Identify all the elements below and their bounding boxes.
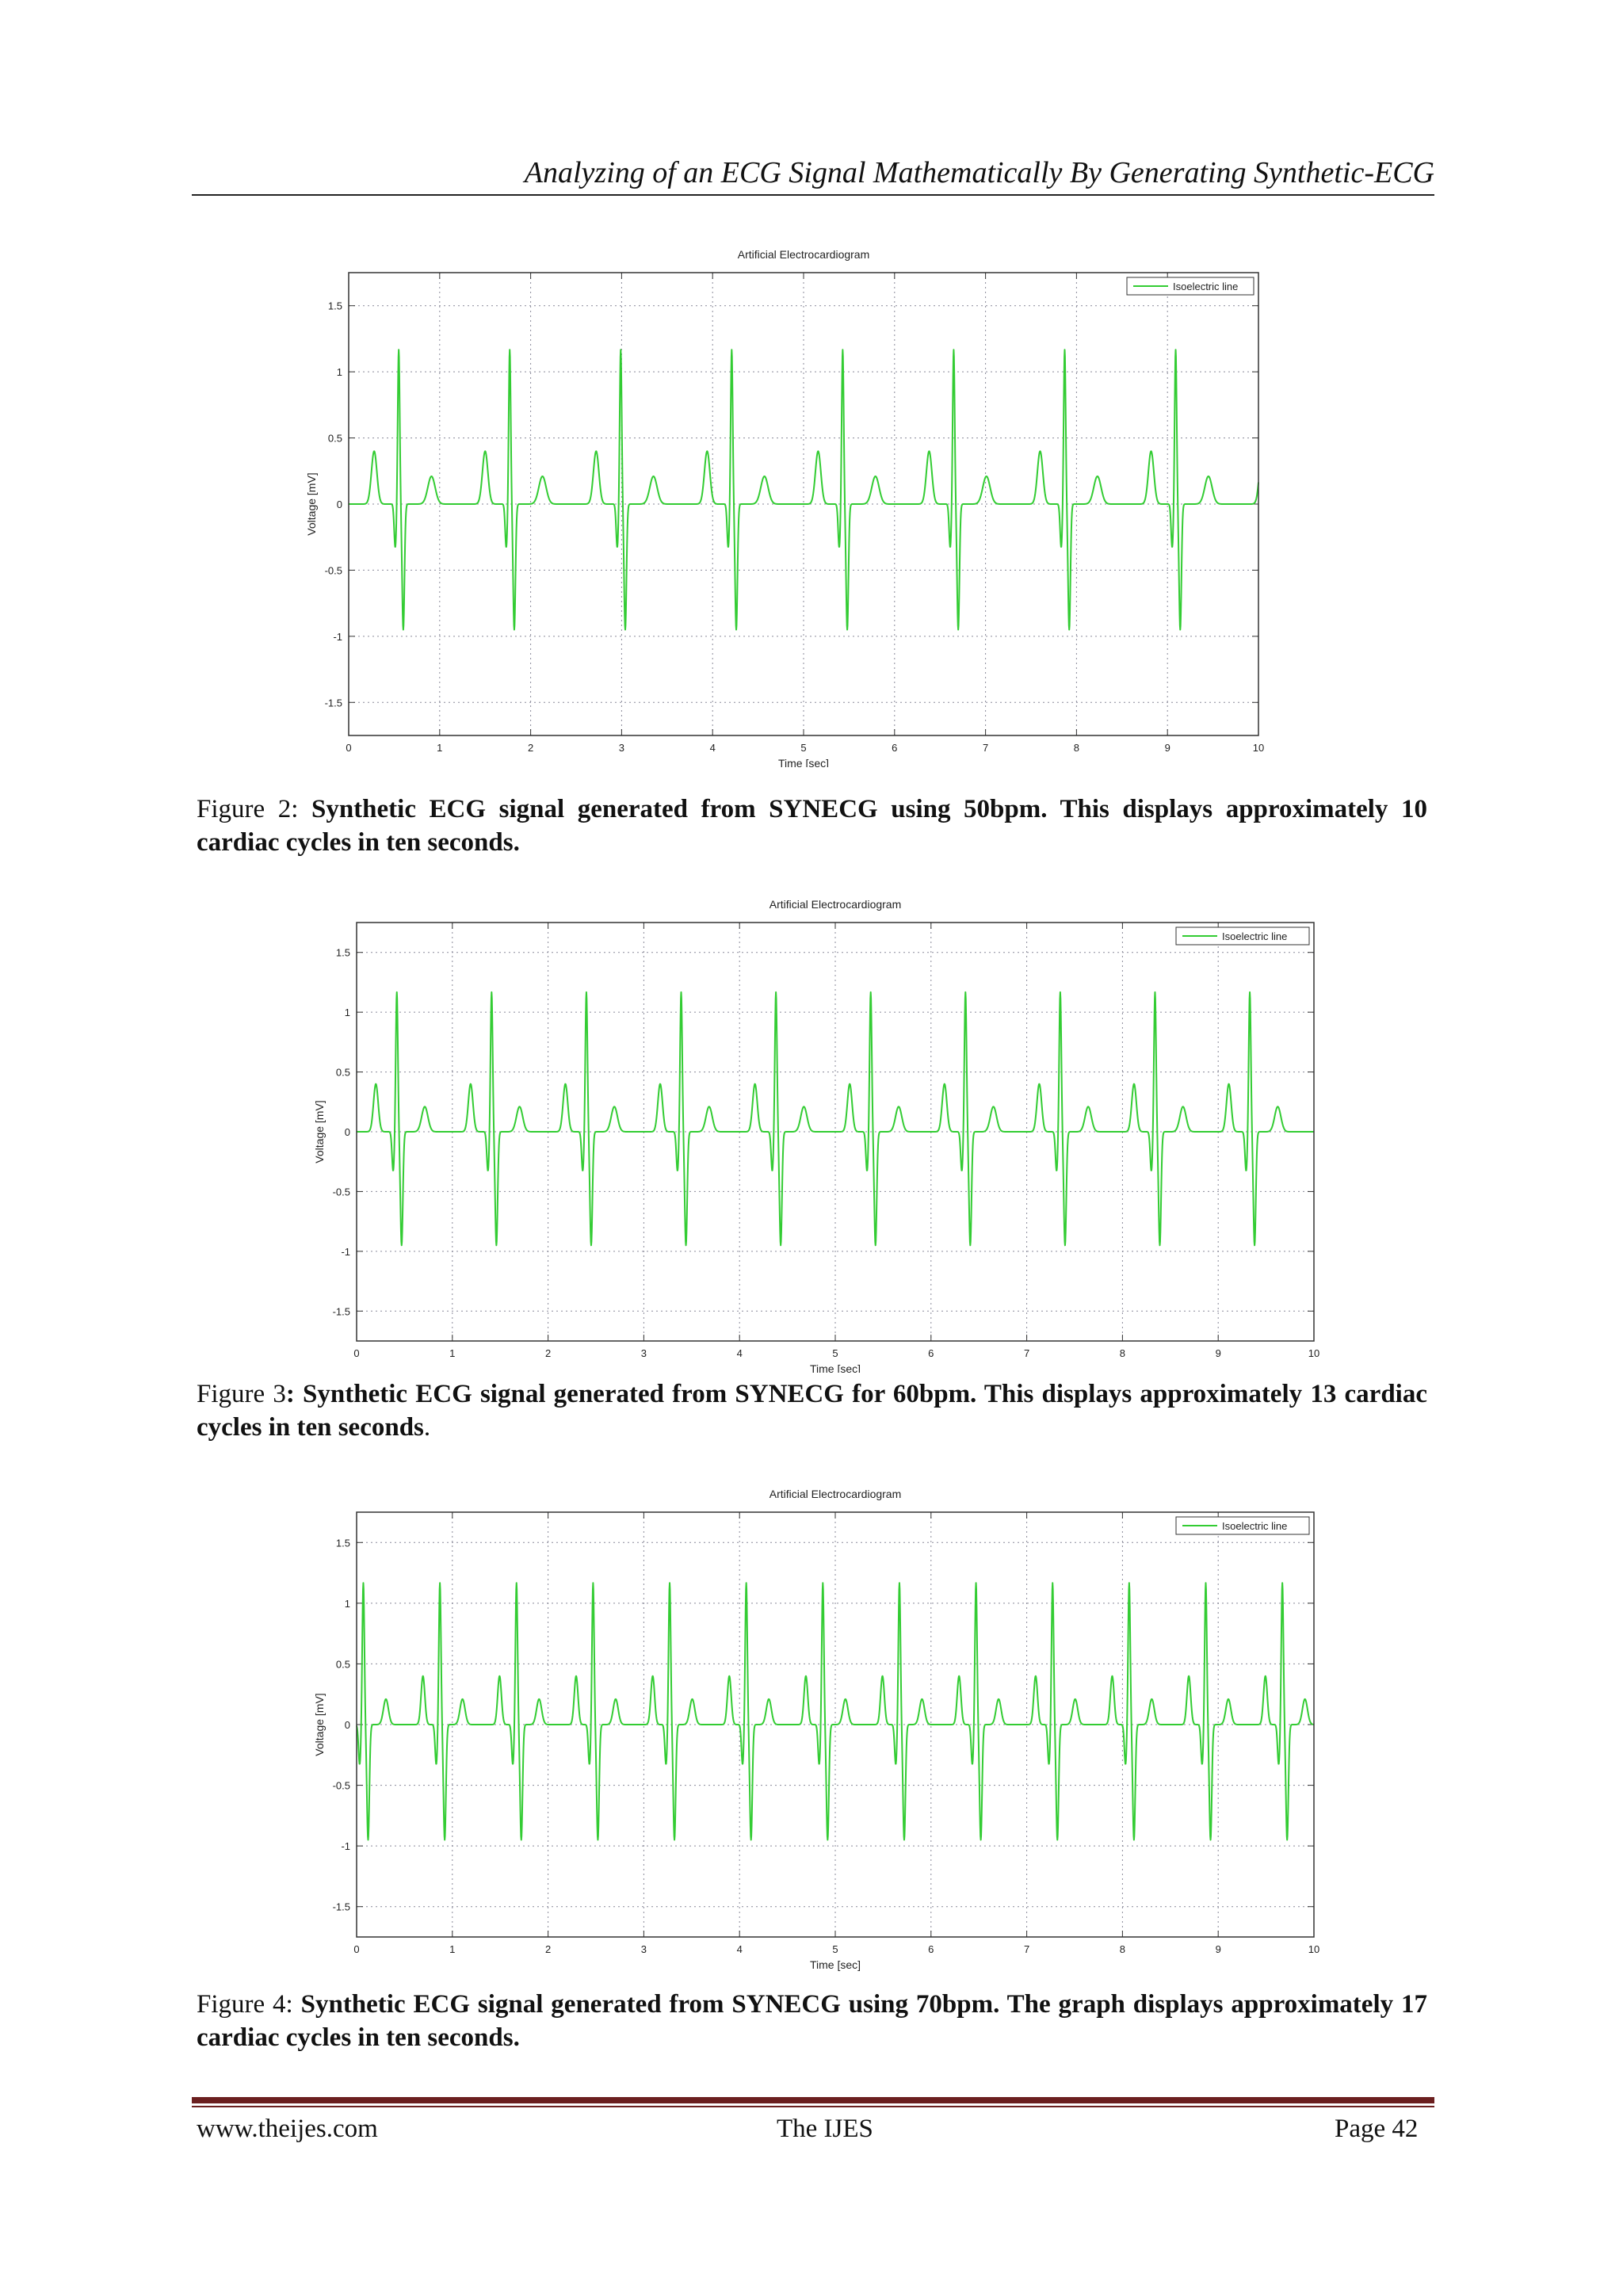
x-tick-label: 2 bbox=[545, 1943, 551, 1955]
header-rule bbox=[192, 194, 1434, 196]
plot-frame bbox=[356, 922, 1315, 1342]
y-tick-label: 1 bbox=[337, 366, 342, 378]
y-tick-label: 1 bbox=[345, 1007, 350, 1018]
plot-frame bbox=[356, 1511, 1315, 1938]
figure-2-caption: Figure 2: Synthetic ECG signal generated… bbox=[197, 793, 1427, 859]
footer-website: www.theijes.com bbox=[197, 2115, 378, 2143]
x-tick-label: 5 bbox=[832, 1943, 838, 1955]
figure-2-caption-label: Figure 2: bbox=[197, 795, 311, 823]
x-tick-label: 10 bbox=[1253, 742, 1264, 754]
footer-page-number: Page 42 bbox=[1335, 2115, 1419, 2143]
x-tick-label: 7 bbox=[983, 742, 988, 754]
y-tick-label: -0.5 bbox=[325, 564, 342, 576]
x-tick-label: 3 bbox=[641, 1943, 647, 1955]
y-tick-label: 0 bbox=[337, 499, 342, 510]
x-tick-label: 8 bbox=[1120, 1347, 1125, 1359]
y-axis-label: Voltage [mV] bbox=[305, 472, 318, 535]
figure-3-chart: 0 1 2 3 4 5 6 7 8 9 10 -1.5 -1 -0.5 0 0.5 1 1.5 Artificial… bbox=[301, 897, 1331, 1373]
x-tick-label: 9 bbox=[1165, 742, 1170, 754]
x-tick-label: 3 bbox=[641, 1347, 647, 1359]
y-tick-label: -0.5 bbox=[333, 1780, 350, 1792]
figure-2-chart: 0 1 2 3 4 5 6 7 8 9 10 -1.5 -1 -0.5 0 0.5 1 1.5 Artificial… bbox=[293, 244, 1292, 767]
y-tick-label: 0.5 bbox=[336, 1658, 350, 1670]
x-tick-label: 4 bbox=[737, 1347, 743, 1359]
y-tick-label: 1.5 bbox=[336, 1537, 350, 1549]
figure-3-caption-text: : Synthetic ECG signal generated from SY… bbox=[197, 1380, 1427, 1442]
x-tick-label: 3 bbox=[619, 742, 624, 754]
x-tick-label: 9 bbox=[1216, 1347, 1221, 1359]
ecg-signal-line bbox=[356, 1582, 1315, 1841]
y-tick-label: -1 bbox=[333, 631, 342, 643]
chart-title: Artificial Electrocardiogram bbox=[769, 898, 902, 911]
x-tick-label: 5 bbox=[832, 1347, 838, 1359]
legend-label: Isoelectric line bbox=[1222, 930, 1287, 942]
figure-4-caption-text: Synthetic ECG signal generated from SYNE… bbox=[197, 1990, 1428, 2052]
x-tick-label: 8 bbox=[1120, 1943, 1125, 1955]
legend-box bbox=[1175, 1516, 1310, 1535]
footer-journal: The IJES bbox=[777, 2115, 873, 2143]
figure-4-svg: 0 1 2 3 4 5 6 7 8 9 10 -1.5 -1 -0.5 0 0.5 1 1.5 Artificial… bbox=[313, 1488, 1319, 1971]
x-tick-label: 0 bbox=[353, 1347, 359, 1359]
figure-4-caption: Figure 4: Synthetic ECG signal generated… bbox=[197, 1988, 1427, 2054]
y-axis-label: Voltage [mV] bbox=[313, 1100, 326, 1163]
y-tick-label: 1.5 bbox=[336, 947, 350, 959]
legend-label: Isoelectric line bbox=[1173, 281, 1238, 292]
y-tick-label: -1.5 bbox=[333, 1305, 350, 1317]
x-axis-label: Time [sec] bbox=[778, 757, 829, 767]
x-tick-label: 4 bbox=[737, 1943, 743, 1955]
y-tick-label: -0.5 bbox=[333, 1186, 350, 1198]
y-tick-label: 0 bbox=[345, 1126, 350, 1138]
footer-rule-thick bbox=[192, 2097, 1434, 2103]
x-tick-label: 1 bbox=[449, 1943, 455, 1955]
figure-3-caption-tail: . bbox=[423, 1413, 431, 1442]
legend-box bbox=[1175, 926, 1310, 946]
y-tick-label: 0.5 bbox=[328, 433, 342, 445]
x-axis-label: Time [sec] bbox=[810, 1362, 861, 1373]
figure-3-svg: 0 1 2 3 4 5 6 7 8 9 10 -1.5 -1 -0.5 0 0.5 1 1.5 Artificial… bbox=[313, 898, 1319, 1373]
x-tick-label: 10 bbox=[1308, 1347, 1319, 1359]
figure-3-caption-label: Figure 3 bbox=[197, 1380, 286, 1408]
x-tick-label: 5 bbox=[800, 742, 806, 754]
ecg-signal-line bbox=[356, 991, 1315, 1247]
y-tick-label: 0 bbox=[345, 1719, 350, 1731]
chart-title: Artificial Electrocardiogram bbox=[738, 248, 870, 261]
y-tick-label: 1.5 bbox=[328, 300, 342, 312]
x-tick-label: 6 bbox=[928, 1943, 934, 1955]
x-tick-label: 7 bbox=[1024, 1943, 1029, 1955]
figure-4-caption-label: Figure 4: bbox=[197, 1990, 301, 2019]
x-tick-label: 7 bbox=[1024, 1347, 1029, 1359]
legend-box bbox=[1126, 277, 1254, 296]
x-tick-label: 0 bbox=[353, 1943, 359, 1955]
plot-frame bbox=[348, 272, 1259, 736]
x-tick-label: 1 bbox=[437, 742, 442, 754]
x-tick-label: 2 bbox=[545, 1347, 551, 1359]
x-tick-label: 2 bbox=[528, 742, 533, 754]
y-tick-label: 0.5 bbox=[336, 1067, 350, 1079]
legend-label: Isoelectric line bbox=[1222, 1520, 1287, 1532]
x-tick-label: 8 bbox=[1074, 742, 1079, 754]
x-axis-label: Time [sec] bbox=[810, 1958, 861, 1971]
x-tick-label: 1 bbox=[449, 1347, 455, 1359]
chart-title: Artificial Electrocardiogram bbox=[769, 1488, 902, 1500]
running-head: Analyzing of an ECG Signal Mathematicall… bbox=[524, 156, 1434, 189]
figure-4-chart: 0 1 2 3 4 5 6 7 8 9 10 -1.5 -1 -0.5 0 0.5 1 1.5 Artificial… bbox=[301, 1488, 1331, 1973]
figure-2-svg: 0 1 2 3 4 5 6 7 8 9 10 -1.5 -1 -0.5 0 0.5 1 1.5 Artificial… bbox=[305, 248, 1264, 767]
x-tick-label: 0 bbox=[346, 742, 351, 754]
x-tick-label: 10 bbox=[1308, 1943, 1319, 1955]
ecg-signal-line bbox=[348, 349, 1259, 631]
y-tick-label: -1.5 bbox=[325, 697, 342, 709]
y-tick-label: -1 bbox=[341, 1840, 350, 1852]
y-tick-label: 1 bbox=[345, 1598, 350, 1610]
x-tick-label: 4 bbox=[710, 742, 716, 754]
footer-rule-thin bbox=[192, 2106, 1434, 2107]
y-tick-label: -1.5 bbox=[333, 1901, 350, 1913]
x-tick-label: 9 bbox=[1216, 1943, 1221, 1955]
figure-3-caption: Figure 3: Synthetic ECG signal generated… bbox=[197, 1377, 1427, 1444]
x-tick-label: 6 bbox=[892, 742, 897, 754]
figure-2-caption-text: Synthetic ECG signal generated from SYNE… bbox=[197, 795, 1427, 857]
y-axis-label: Voltage [mV] bbox=[313, 1693, 326, 1755]
y-tick-label: -1 bbox=[341, 1246, 350, 1258]
x-tick-label: 6 bbox=[928, 1347, 934, 1359]
